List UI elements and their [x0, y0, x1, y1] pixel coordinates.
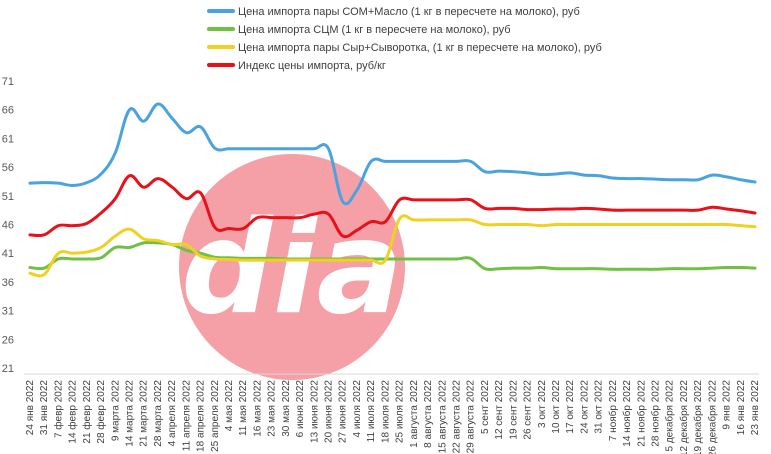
y-tick-label: 26: [2, 334, 14, 346]
x-tick-label: 16 мая 2022: [252, 380, 263, 437]
x-tick-label: 30 мая 2022: [281, 380, 292, 437]
series-line-4: [28, 174, 757, 239]
y-tick-label: 31: [2, 306, 14, 318]
x-tick-label: 25 апреля 2022: [210, 380, 221, 452]
x-tick-label: 5 сент 2022: [480, 380, 491, 434]
x-tick-label: 19 декабря 2022: [692, 380, 704, 454]
x-tick-label: 14 ноябр 2022: [621, 380, 633, 447]
series-line-3: [28, 214, 757, 278]
x-tick-label: 1 августа 2022: [409, 380, 420, 448]
x-tick-label: 28 ноябр 2022: [649, 380, 661, 447]
x-tick-label: 4 мая 2022: [224, 380, 235, 432]
y-tick-label: 46: [2, 220, 14, 232]
x-tick-label: 11 мая 2022: [238, 380, 249, 436]
y-tick-label: 71: [2, 76, 14, 88]
x-tick-label: 24 окт 2022: [579, 380, 590, 434]
y-tick-label: 66: [2, 105, 14, 117]
x-tick-label: 7 февр 2022: [52, 380, 64, 438]
y-tick-label: 51: [2, 191, 14, 203]
x-tick-label: 26 декабря 2022: [706, 380, 718, 454]
x-tick-label: 31 янв 2022: [39, 380, 50, 436]
x-tick-label: 6 июня 2022: [295, 380, 306, 438]
x-tick-label: 18 апреля 2022: [196, 380, 207, 452]
legend-label: Цена импорта пары Сыр+Сыворотка, (1 кг в…: [238, 42, 602, 54]
legend-label: Цена импорта пары СОМ+Масло (1 кг в пере…: [238, 6, 580, 18]
x-tick-label: 14 марта 2022: [125, 380, 136, 447]
x-tick-label: 31 окт 2022: [594, 380, 605, 434]
x-tick-label: 24 янв 2022: [25, 380, 36, 436]
x-tick-label: 20 июня 2022: [324, 380, 335, 443]
x-tick-label: 28 февр 2022: [95, 380, 107, 444]
series-layer: [28, 102, 757, 278]
x-tick-label: 21 февр 2022: [81, 380, 93, 444]
x-tick-label: 11 апреля 2022: [181, 380, 192, 452]
y-tick-label: 61: [2, 133, 14, 145]
x-tick-label: 7 ноябр 2022: [607, 380, 619, 442]
x-tick-label: 21 марта 2022: [139, 380, 150, 447]
x-tick-label: 9 марта 2022: [110, 380, 121, 442]
x-tick-label: 10 окт 2022: [551, 380, 562, 434]
x-tick-label: 8 августа 2022: [423, 380, 434, 448]
x-tick-label: 29 августа 2022: [466, 380, 477, 454]
watermark-circle: [179, 154, 405, 380]
y-tick-label: 21: [2, 363, 14, 375]
legend-label: Цена импорта СЦМ (1 кг в пересчете на мо…: [238, 24, 511, 36]
x-tick-label: 21 ноябр 2022: [635, 380, 647, 447]
dia-watermark-logo: dia: [179, 154, 405, 380]
legend-label: Индекс цены импорта, руб/кг: [238, 60, 386, 72]
x-tick-label: 18 июля 2022: [380, 380, 391, 443]
y-tick-label: 36: [2, 277, 14, 289]
legend: Цена импорта пары СОМ+Масло (1 кг в пере…: [207, 6, 602, 72]
x-tick-label: 17 окт 2022: [565, 380, 576, 434]
x-tick-label: 5 декабря 2022: [664, 380, 676, 452]
y-tick-label: 56: [2, 162, 14, 174]
x-tick-label: 14 февр 2022: [67, 380, 79, 444]
x-tick-label: 4 июля 2022: [352, 380, 363, 438]
x-tick-label: 26 сент 2022: [523, 380, 534, 440]
x-tick-label: 28 марта 2022: [153, 380, 164, 447]
x-tick-label: 16 янв 2022: [736, 380, 747, 436]
x-tick-label: 23 мая 2022: [267, 380, 278, 437]
x-tick-label: 13 июня 2022: [309, 380, 320, 443]
x-tick-label: 3 окт 2022: [537, 380, 548, 428]
x-axis: 24 янв 2022 31 янв 2022 7 февр 2022 14 февр…: [24, 373, 761, 454]
x-tick-label: 12 декабря 2022: [678, 380, 690, 454]
x-tick-label: 12 сент 2022: [494, 380, 505, 440]
x-tick-label: 4 апреля 2022: [167, 380, 178, 447]
series-line-1: [28, 102, 757, 206]
x-tick-label: 19 сент 2022: [508, 380, 519, 440]
y-axis: 21 26 31 36 41 46 51 56 61 66 71: [2, 76, 14, 375]
x-tick-label: 22 августа 2022: [451, 380, 462, 454]
x-tick-label: 9 янв 2022: [722, 380, 733, 430]
x-tick-label: 23 янв 2022: [750, 380, 761, 436]
x-tick-label: 27 июня 2022: [338, 380, 349, 443]
series-line-2: [28, 240, 757, 272]
x-tick-label: 15 августа 2022: [437, 380, 448, 454]
y-tick-label: 41: [2, 248, 14, 260]
x-tick-label: 11 июля 2022: [366, 380, 377, 443]
x-tick-label: 25 июля 2022: [395, 380, 406, 443]
